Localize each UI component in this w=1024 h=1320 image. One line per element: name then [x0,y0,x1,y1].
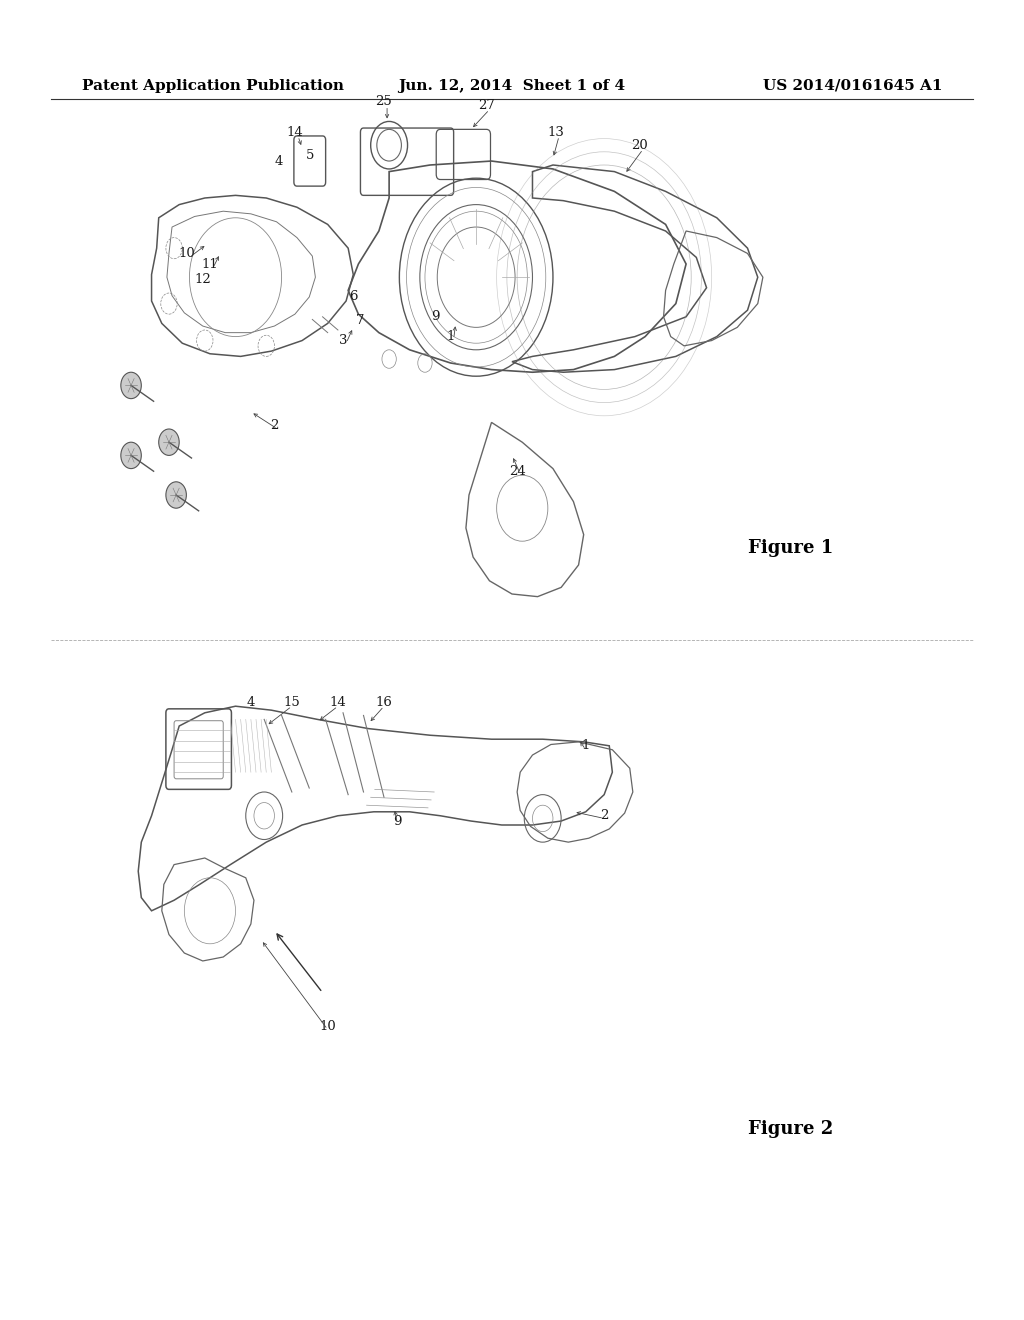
Text: 15: 15 [284,696,300,709]
Text: 4: 4 [274,154,283,168]
Text: Figure 2: Figure 2 [748,1119,833,1138]
Text: 2: 2 [270,418,279,432]
Circle shape [121,442,141,469]
Text: 1: 1 [582,739,590,752]
Text: 14: 14 [287,125,303,139]
Text: 5: 5 [306,149,314,162]
Circle shape [166,482,186,508]
Text: 1: 1 [446,330,455,343]
Text: 9: 9 [431,310,439,323]
Text: 7: 7 [356,314,365,327]
Text: 20: 20 [632,139,648,152]
Text: Patent Application Publication: Patent Application Publication [82,79,344,92]
Text: 25: 25 [376,95,392,108]
Text: 3: 3 [339,334,347,347]
Text: 27: 27 [478,99,495,112]
Text: 24: 24 [509,465,525,478]
Text: 4: 4 [247,696,255,709]
Text: US 2014/0161645 A1: US 2014/0161645 A1 [763,79,942,92]
Text: Figure 1: Figure 1 [748,539,833,557]
Text: 9: 9 [393,814,401,828]
Text: 6: 6 [349,290,357,304]
Text: 14: 14 [330,696,346,709]
Circle shape [159,429,179,455]
Text: 12: 12 [195,273,211,286]
Text: 11: 11 [202,257,218,271]
Circle shape [121,372,141,399]
Text: Jun. 12, 2014  Sheet 1 of 4: Jun. 12, 2014 Sheet 1 of 4 [398,79,626,92]
Text: 16: 16 [376,696,392,709]
Text: 10: 10 [319,1020,336,1034]
Text: 2: 2 [600,809,608,822]
Text: 13: 13 [548,125,564,139]
Text: 10: 10 [178,247,195,260]
